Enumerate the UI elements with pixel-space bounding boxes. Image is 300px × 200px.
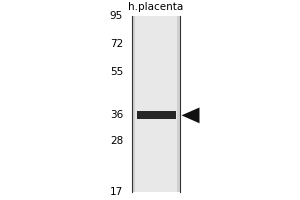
Text: 55: 55 [110,67,123,77]
FancyBboxPatch shape [136,111,176,119]
Text: 17: 17 [110,187,123,197]
Text: 72: 72 [110,39,123,49]
Text: h.placenta: h.placenta [128,2,184,12]
Text: 28: 28 [110,136,123,146]
FancyBboxPatch shape [132,16,180,192]
Text: 95: 95 [110,11,123,21]
FancyBboxPatch shape [135,16,177,192]
Polygon shape [182,107,200,123]
Text: 36: 36 [110,110,123,120]
